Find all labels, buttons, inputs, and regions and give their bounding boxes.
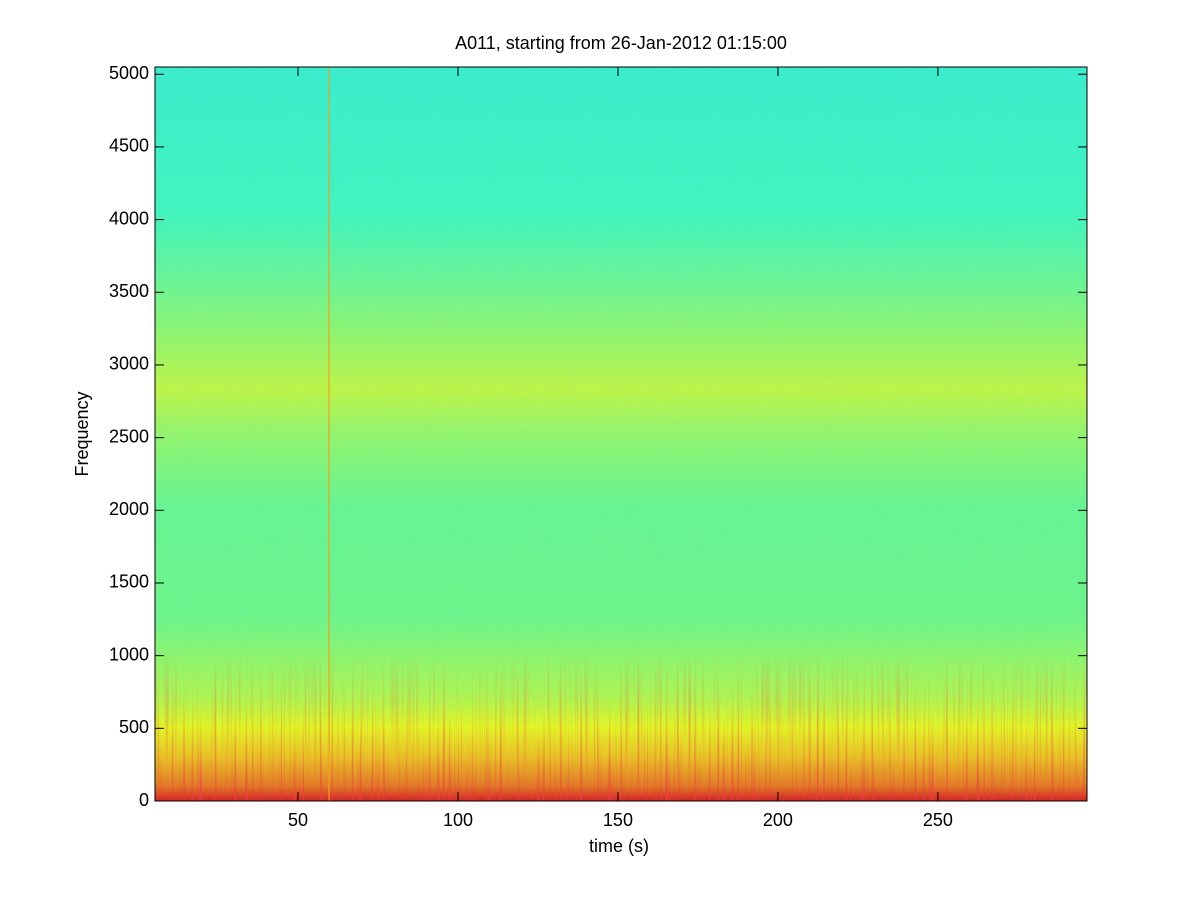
x-axis-label: time (s) [589,836,649,856]
y-tick-label: 1500 [109,572,149,592]
y-tick-label: 500 [119,717,149,737]
y-tick-label: 1000 [109,644,149,664]
y-tick-label: 2000 [109,499,149,519]
y-tick-label: 3500 [109,281,149,301]
x-tick-label: 150 [603,810,633,830]
x-tick-label: 200 [763,810,793,830]
spectrogram-image [155,67,1087,801]
x-tick-label: 100 [443,810,473,830]
y-tick-label: 2500 [109,426,149,446]
y-axis-label: Frequency [72,391,92,476]
x-tick-label: 250 [923,810,953,830]
chart-title: A011, starting from 26-Jan-2012 01:15:00 [455,33,787,53]
y-tick-label: 0 [139,790,149,810]
y-tick-label: 5000 [109,63,149,83]
y-tick-label: 4000 [109,208,149,228]
y-tick-label: 4500 [109,136,149,156]
plot-frame [154,66,1088,802]
y-tick-label: 3000 [109,354,149,374]
x-tick-label: 50 [288,810,308,830]
